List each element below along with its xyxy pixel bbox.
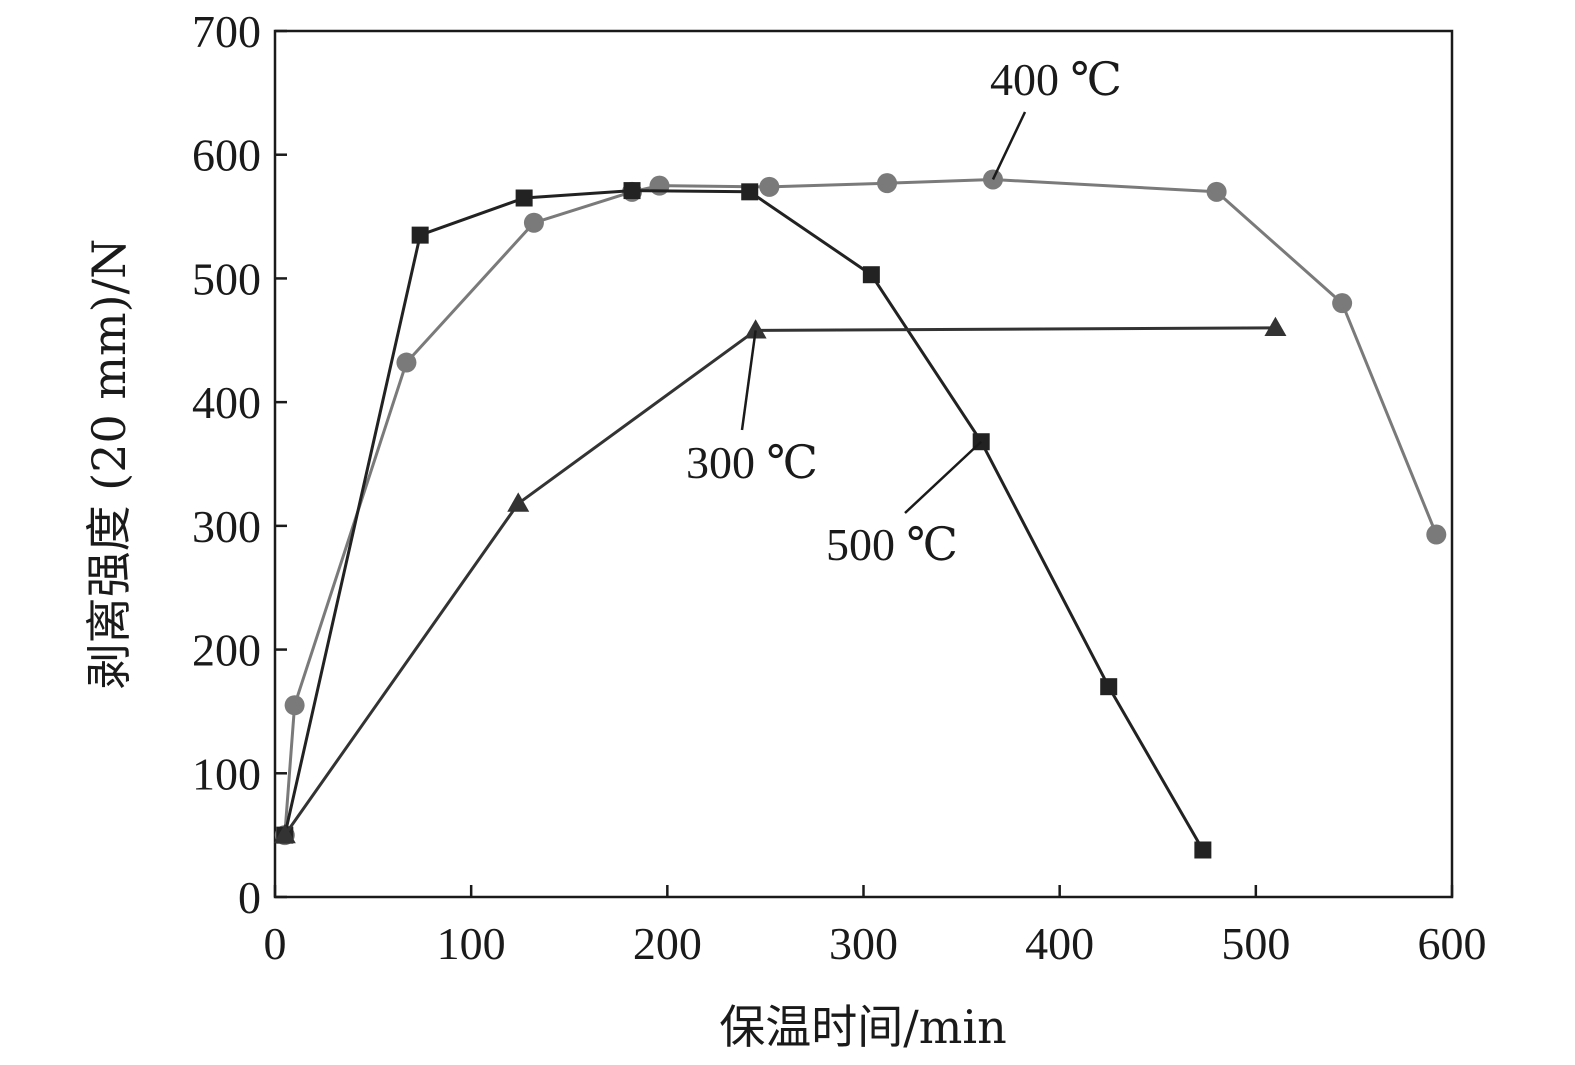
data-point [744,319,767,339]
annotation-leader [904,440,983,514]
series-square [276,182,1212,859]
data-point [396,352,417,373]
y-tick-label: 500 [192,253,261,304]
data-point [649,175,670,196]
data-point [284,695,305,716]
axis-ticks [273,29,1454,899]
data-point [759,176,780,197]
series-triangle [273,316,1287,844]
data-point [523,212,544,233]
annotation-label: 400 ℃ [990,54,1122,105]
x-tick-label: 0 [264,918,287,969]
annotation-leader [991,111,1027,180]
y-tick-label: 200 [192,625,261,676]
x-tick-label: 300 [829,918,898,969]
data-point [862,266,880,284]
x-tick-label: 200 [633,918,702,969]
data-point [411,226,429,244]
data-point [1194,841,1212,859]
data-point [1264,316,1287,337]
y-tick-label: 400 [192,377,261,428]
y-tick-label: 600 [192,130,261,181]
data-point [507,492,530,512]
y-tick-label: 300 [192,501,261,552]
data-point [1332,293,1353,314]
annotation-label: 500 ℃ [826,519,958,570]
series-line [283,189,1205,851]
y-tick-label: 700 [192,6,261,57]
data-point [623,182,641,200]
annotation-label: 300 ℃ [686,437,818,488]
y-tick-label: 0 [238,872,261,923]
plot-frame [273,29,1454,899]
data-point [1206,181,1227,202]
data-point [515,189,533,207]
annotation-leader [740,330,757,431]
x-tick-label: 100 [437,918,506,969]
data-point [273,823,296,844]
tick-labels: 0 100 200 300 400 500 600 0 100 200 300 400 500 600 70… [192,6,1487,969]
x-tick-label: 500 [1221,918,1290,969]
x-tick-label: 400 [1025,918,1094,969]
series-line [283,326,1276,836]
x-axis-title: 保温时间/min [719,1000,1006,1054]
series-circle [274,169,1447,846]
x-tick-label: 600 [1418,918,1487,969]
data-point [877,173,898,194]
data-point [1100,678,1118,696]
data-point [1426,524,1447,545]
series-line [283,178,1438,836]
data-point [741,183,759,201]
series-layer [273,169,1447,859]
y-axis-title: 剥离强度 (20 mm)/N [82,239,136,690]
y-tick-label: 100 [192,748,261,799]
